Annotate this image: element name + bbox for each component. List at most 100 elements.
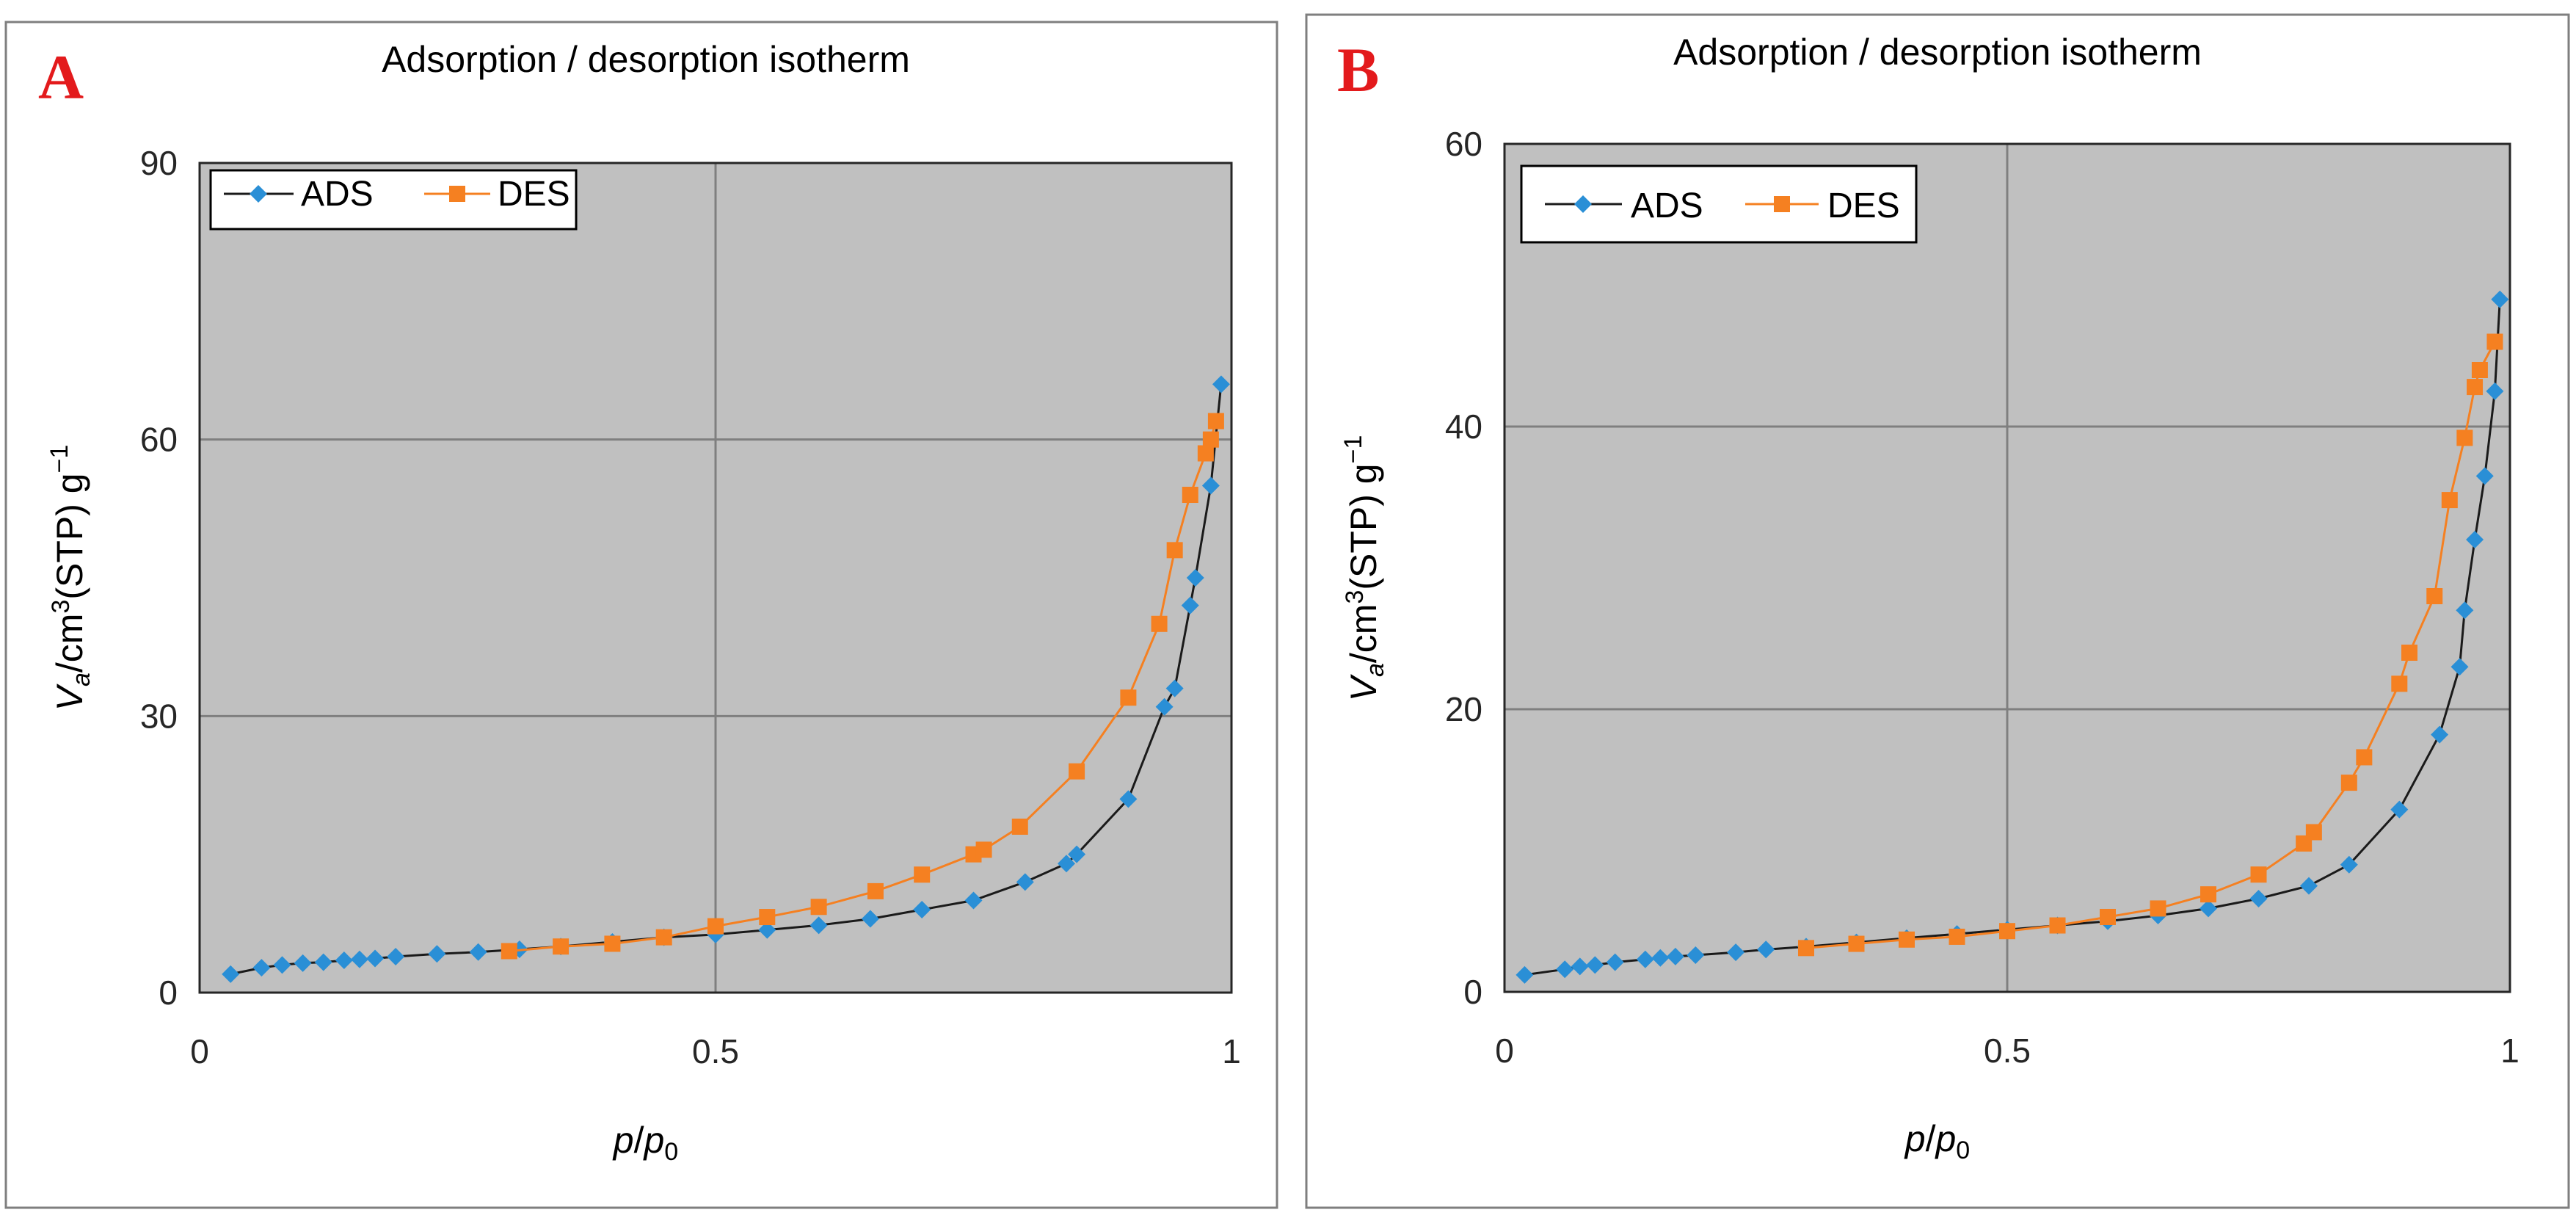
panel-letter: B <box>1337 35 1379 105</box>
data-point-ads <box>273 956 291 974</box>
data-point-des <box>1011 819 1028 835</box>
legend: ADS DES <box>1520 164 1918 244</box>
data-point-ads <box>314 953 332 971</box>
legend-des-label: DES <box>1827 186 1900 225</box>
data-point-ads <box>2475 467 2494 485</box>
data-point-ads <box>2456 601 2474 620</box>
data-point-ads <box>387 948 405 966</box>
data-point-des <box>867 882 884 899</box>
data-point-ads <box>1016 873 1034 891</box>
data-point-des <box>2356 749 2373 766</box>
data-point-des <box>2049 917 2066 934</box>
data-point-des <box>1848 935 1865 952</box>
data-point-des <box>2100 908 2116 925</box>
data-point-ads <box>1606 953 1624 971</box>
data-point-des <box>1182 487 1198 503</box>
data-point-ads <box>809 916 828 935</box>
data-point-des <box>1999 923 2015 940</box>
legend: ADS DES <box>209 169 578 231</box>
data-point-des <box>975 841 992 858</box>
x-tick-label: 0.5 <box>692 1032 739 1070</box>
data-point-ads <box>252 959 271 977</box>
data-point-des <box>2340 775 2357 791</box>
data-point-des <box>2486 333 2503 350</box>
legend-ads-marker <box>1574 195 1592 213</box>
y-tick-label: 60 <box>140 421 178 459</box>
data-point-des <box>1120 689 1137 706</box>
data-point-ads <box>1666 947 1684 965</box>
legend-des-marker <box>449 186 465 202</box>
grid-lines <box>200 163 1231 993</box>
x-tick-label: 0.5 <box>1984 1032 2031 1070</box>
data-point-ads <box>1058 855 1076 873</box>
data-point-ads <box>1556 960 1574 979</box>
data-point-ads <box>1586 956 1604 974</box>
data-point-des <box>2391 675 2408 692</box>
data-point-ads <box>1516 965 1534 984</box>
data-point-ads <box>2249 889 2268 907</box>
legend-ads-marker <box>250 185 267 203</box>
data-point-ads <box>1727 943 1745 962</box>
data-point-ads <box>1651 949 1670 967</box>
legend-des-marker <box>1774 196 1790 212</box>
data-point-ads <box>2431 725 2449 744</box>
data-point-ads <box>1165 679 1184 697</box>
y-tick-label: 90 <box>140 144 178 182</box>
data-point-ads <box>2200 899 2217 918</box>
data-point-ads <box>2491 290 2509 308</box>
data-point-des <box>759 909 776 926</box>
grid-lines <box>1505 144 2510 992</box>
data-point-des <box>604 935 621 952</box>
data-point-des <box>501 943 517 960</box>
y-tick-labels: 0 20 40 60 <box>1445 125 1482 1011</box>
data-point-des <box>1949 928 1965 945</box>
data-point-ads <box>1636 950 1654 968</box>
data-point-ads <box>1186 569 1204 587</box>
data-point-ads <box>294 954 312 972</box>
data-point-ads <box>1687 946 1705 964</box>
data-point-des <box>707 918 724 935</box>
data-point-des <box>2305 824 2322 841</box>
data-point-ads <box>2390 800 2409 819</box>
chart-panel-b: B Adsorption / desorption isotherm 0 0.5… <box>1305 13 2570 1209</box>
data-point-ads <box>222 965 240 983</box>
data-point-des <box>1069 763 1085 780</box>
data-point-des <box>553 938 570 955</box>
y-axis-label: Va/cm3(STP) g−1 <box>1339 435 1389 702</box>
data-point-ads <box>469 943 487 961</box>
data-point-des <box>914 866 931 883</box>
data-point-des <box>655 929 672 946</box>
panel-letter: A <box>38 42 84 112</box>
data-point-des <box>2200 886 2216 903</box>
plot-border <box>198 162 1233 994</box>
data-point-ads <box>913 901 931 918</box>
y-tick-label: 40 <box>1445 407 1482 446</box>
x-tick-label: 1 <box>1222 1032 1241 1070</box>
x-axis-label: p/p0 <box>1904 1118 1970 1164</box>
chart-title: Adsorption / desorption isotherm <box>382 39 910 80</box>
y-tick-labels: 0 30 60 90 <box>140 144 178 1012</box>
data-point-des <box>2401 645 2417 661</box>
data-point-ads <box>2300 877 2318 895</box>
data-point-ads <box>1212 375 1230 394</box>
data-point-des <box>1899 931 1915 948</box>
chart-panel-a: A Adsorption / desorption isotherm 0 0.5… <box>4 21 1278 1209</box>
data-point-ads <box>758 921 776 939</box>
data-point-des <box>1207 413 1224 429</box>
data-point-des <box>2426 588 2443 604</box>
svg-text:Va/cm3(STP) g−1: Va/cm3(STP) g−1 <box>1339 435 1389 702</box>
x-tick-labels: 0 0.5 1 <box>1495 1032 2519 1070</box>
data-point-ads <box>1181 596 1199 615</box>
y-tick-label: 20 <box>1445 690 1482 728</box>
data-point-des <box>2456 429 2473 446</box>
data-point-des <box>1166 542 1183 559</box>
data-point-des <box>2471 362 2488 378</box>
data-point-des <box>1151 615 1168 632</box>
data-point-des <box>2250 866 2267 883</box>
legend-ads-label: ADS <box>1631 186 1703 225</box>
y-tick-label: 0 <box>159 974 178 1012</box>
x-tick-label: 0 <box>1495 1032 1514 1070</box>
data-point-ads <box>2340 855 2358 874</box>
plot-border <box>1503 142 2511 993</box>
series-layer <box>1516 290 2509 984</box>
